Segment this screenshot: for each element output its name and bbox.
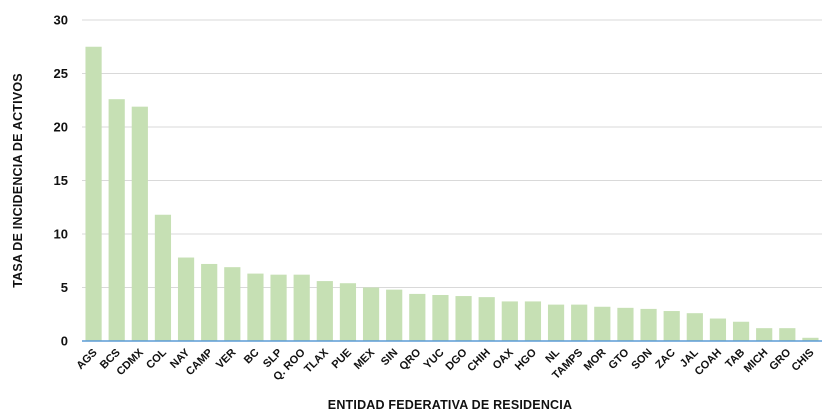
x-tick-label: BC [242,347,262,367]
bar [686,313,703,341]
y-tick-label: 15 [54,173,68,188]
bar [663,311,680,341]
x-tick-label: PUE [330,347,354,371]
bar [270,274,287,341]
bar [108,99,125,342]
x-tick-label: MOR [582,347,609,374]
bar [594,306,611,341]
bar [247,273,264,341]
x-tick-label: COAH [693,347,724,378]
bar [478,297,495,341]
y-tick-label: 0 [61,334,68,349]
gridlines [82,19,822,288]
bar [732,321,750,341]
bar [432,294,449,341]
bars [85,46,819,342]
y-axis-ticks: 0 5 10 15 20 25 30 [54,13,68,349]
bar [339,283,357,341]
y-tick-label: 30 [54,13,68,28]
x-tick-label: ZAC [653,347,678,372]
x-tick-label: SON [629,347,654,372]
bar [640,308,657,341]
y-tick-label: 25 [54,66,68,81]
bar [617,307,634,341]
x-axis-title: ENTIDAD FEDERATIVA DE RESIDENCIA [328,398,572,411]
x-tick-label: QRO [397,346,424,373]
bar [177,257,195,341]
x-tick-label: COL [144,346,169,371]
bar [455,296,472,341]
bar [571,304,588,341]
bar [709,318,727,341]
bar [802,337,819,341]
y-tick-label: 5 [61,280,68,295]
x-tick-label: AGS [74,347,99,372]
bar [501,301,518,341]
y-tick-label: 20 [54,120,68,135]
bar [316,281,333,341]
bar [131,106,148,341]
bar [779,328,796,341]
x-tick-label: TLAX [302,346,331,375]
x-tick-label: YUC [422,347,447,372]
x-tick-label: CDMX [115,346,147,378]
bar [524,301,542,341]
x-tick-label: VER [214,347,239,372]
x-tick-label: GRO [767,346,794,373]
x-tick-label: CHIH [465,347,493,375]
bar [409,293,426,341]
bar [362,287,380,341]
y-axis-title: TASA DE INCIDENCIA DE ACTIVOS [11,73,25,288]
bar [756,328,773,341]
x-tick-label: DGO [443,346,470,373]
bar [224,267,241,341]
x-tick-label: CHIS [789,347,816,374]
bar [154,214,172,341]
x-tick-label: MICH [742,347,770,375]
y-tick-label: 10 [54,227,68,242]
bar [201,263,218,341]
x-tick-label: OAX [491,346,517,372]
bar [386,289,403,341]
x-tick-label: GTO [606,346,632,372]
bar [293,274,310,341]
x-tick-label: MEX [352,346,378,372]
bar [85,46,102,341]
bar [547,304,565,341]
x-tick-label: HGO [513,346,540,373]
x-tick-label: CAMP [184,347,215,378]
